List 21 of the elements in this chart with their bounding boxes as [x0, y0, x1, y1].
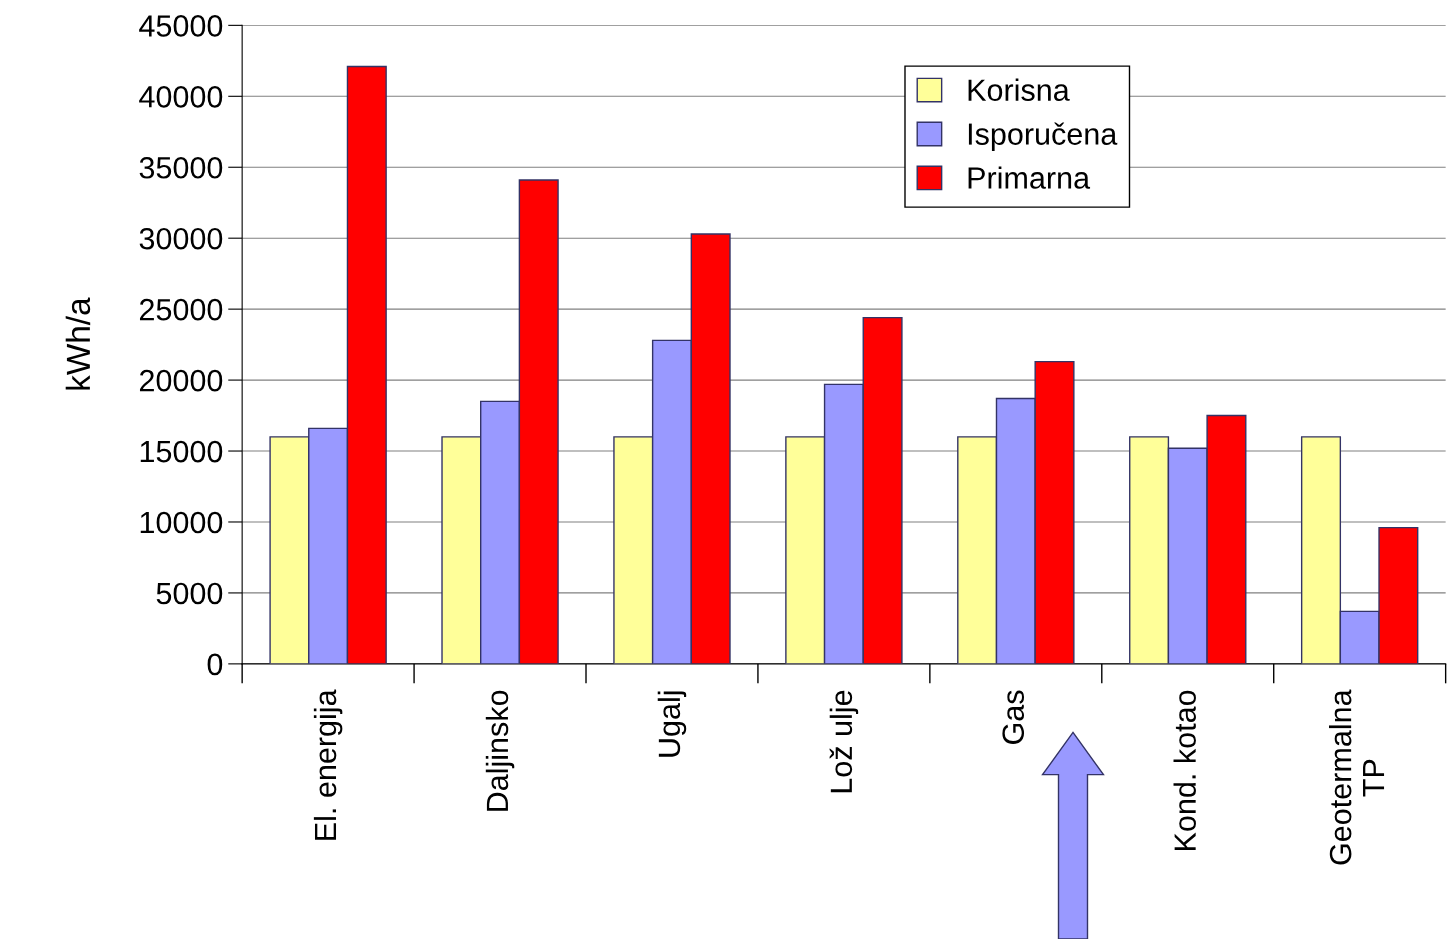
legend-label: Primarna — [968, 166, 1091, 189]
legend-label: Isporučena — [968, 122, 1118, 151]
y-tick-label: 30000 — [139, 227, 223, 250]
y-tick-label: 10000 — [140, 511, 223, 534]
y-tick-label: 20000 — [139, 369, 223, 392]
y-tick-label: 40000 — [139, 86, 223, 108]
x-tick-label: Daljinsko — [485, 690, 515, 811]
y-tick-label: 0 — [207, 653, 223, 676]
x-tick-label: Gas — [1002, 690, 1025, 744]
x-tick-label: Lož ulje — [829, 690, 859, 793]
y-tick-label: 5000 — [156, 582, 223, 605]
y-tick-label: 25000 — [139, 298, 223, 321]
x-tick-label: Ugalj — [657, 691, 687, 757]
x-tick-label: Kond. kotao — [1173, 690, 1196, 850]
y-tick-label: 15000 — [140, 440, 223, 463]
x-tick-label: Geotermalna TP — [1328, 689, 1385, 865]
y-axis-title: kWh/a — [65, 297, 91, 390]
x-tick-label: El. energija — [313, 689, 343, 840]
y-tick-label: 35000 — [139, 156, 223, 179]
y-tick-label: 45000 — [139, 15, 223, 37]
legend-label: Korisna — [968, 78, 1070, 101]
